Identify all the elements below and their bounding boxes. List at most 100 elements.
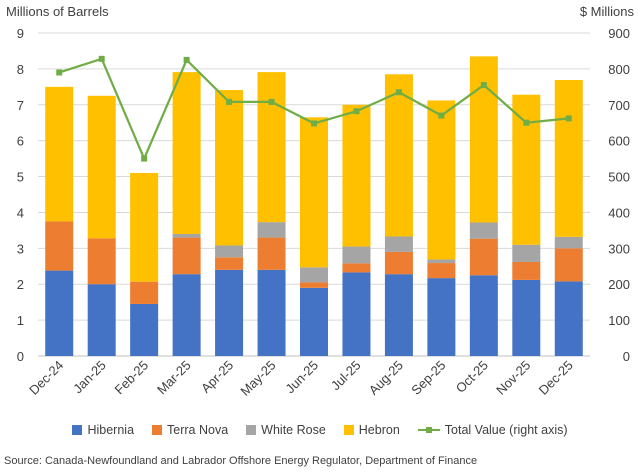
bar-hibernia (512, 279, 541, 356)
bar-hibernia (45, 270, 74, 356)
bar-white-rose (172, 233, 201, 238)
total-value-point (311, 120, 317, 127)
bar-terra-nova (342, 263, 371, 273)
total-value-point (480, 82, 487, 89)
x-tick-label: Jul-25 (328, 358, 364, 394)
bar-hibernia (257, 269, 286, 356)
total-value-point (268, 98, 275, 105)
bar-terra-nova (300, 282, 328, 288)
y-tick-label-left: 5 (17, 170, 24, 185)
bar-white-rose (554, 236, 583, 249)
total-value-point (395, 89, 402, 96)
total-value-point (183, 56, 190, 63)
y-tick-label-right: 400 (608, 205, 630, 220)
total-value-point (56, 69, 63, 76)
bar-terra-nova (469, 238, 498, 276)
x-tick-label: Oct-25 (453, 358, 491, 396)
y-tick-label-left: 7 (17, 98, 24, 113)
stacked-bar-line-chart: 0 1 2 3 4 5 6 7 8 9 0 100 200 300 400 500 600 700 800 900 De… (17, 26, 630, 399)
total-value-point (353, 108, 360, 115)
source-note: Source: Canada-Newfoundland and Labrador… (4, 455, 478, 467)
legend-item-hebron: Hebron (343, 423, 400, 437)
bar-white-rose (384, 236, 413, 252)
total-value-point (438, 112, 445, 119)
x-tick-label: Feb-25 (112, 358, 152, 398)
bar-hebron (300, 117, 328, 268)
legend-label-white-rose: White Rose (261, 423, 326, 437)
x-tick-label: Aug-25 (366, 358, 406, 398)
legend-label-hebron: Hebron (358, 423, 400, 437)
legend-item-terra-nova: Terra Nova (152, 423, 228, 437)
bar-terra-nova (87, 238, 116, 285)
bar-hebron (427, 100, 456, 260)
bar-hibernia (172, 274, 201, 356)
legend-label-terra-nova: Terra Nova (167, 423, 229, 437)
total-value-point (226, 98, 233, 105)
total-value-point (98, 55, 105, 62)
chart-title-right-axis: $ Millions (579, 4, 634, 19)
bar-terra-nova (45, 221, 74, 271)
bar-hebron (215, 90, 244, 246)
y-tick-label-left: 3 (17, 241, 24, 256)
y-tick-label-right: 800 (608, 62, 630, 77)
bar-terra-nova (130, 281, 159, 304)
bar-hibernia (469, 275, 498, 356)
bar-white-rose (300, 267, 328, 283)
legend-swatch-hebron (343, 425, 354, 435)
bar-hebron (257, 72, 286, 223)
x-tick-label: Dec-25 (536, 358, 576, 398)
bar-hebron (554, 80, 583, 237)
bar-white-rose (512, 244, 541, 262)
bar-hebron (45, 86, 74, 222)
y-tick-label-left: 6 (17, 134, 24, 149)
bar-terra-nova (384, 251, 413, 275)
bar-white-rose (342, 246, 371, 264)
bar-terra-nova (554, 248, 583, 282)
legend-swatch-terra-nova (152, 425, 163, 435)
chart-legend: Hibernia Terra Nova White Rose Hebron To… (0, 423, 640, 437)
chart-title-left-axis: Millions of Barrels (6, 4, 109, 19)
y-tick-label-right: 300 (608, 241, 630, 256)
x-tick-label: Mar-25 (154, 358, 194, 398)
y-tick-label-right: 200 (608, 277, 630, 292)
bar-white-rose (257, 222, 286, 238)
legend-label-hibernia: Hibernia (87, 423, 135, 437)
y-tick-label-right: 900 (608, 26, 630, 41)
bar-terra-nova (427, 263, 456, 279)
bar-hebron (342, 104, 371, 247)
y-tick-label-right: 700 (608, 98, 630, 113)
legend-item-total-value: Total Value (right axis) (417, 423, 568, 437)
legend-swatch-white-rose (246, 425, 257, 435)
y-tick-label-right: 600 (608, 134, 630, 149)
y-tick-label-right: 100 (608, 313, 630, 328)
x-tick-label: Sep-25 (408, 358, 448, 398)
legend-swatch-total-value (417, 425, 440, 435)
total-value-point (141, 155, 148, 162)
total-value-point (523, 119, 530, 126)
bar-hebron (87, 95, 116, 239)
y-tick-label-left: 8 (17, 62, 24, 77)
bar-terra-nova (512, 261, 541, 280)
x-tick-label: Nov-25 (493, 358, 533, 398)
total-value-point (565, 115, 572, 122)
y-tick-label-left: 4 (17, 205, 24, 220)
y-tick-label-left: 2 (17, 277, 24, 292)
x-tick-label: Jan-25 (70, 358, 109, 397)
bar-hebron (384, 74, 413, 237)
bar-hibernia (384, 274, 413, 356)
bar-white-rose (215, 245, 244, 258)
bar-white-rose (469, 222, 498, 239)
bar-hibernia (554, 281, 583, 356)
bar-hebron (469, 56, 498, 223)
bar-hibernia (215, 269, 244, 356)
y-tick-label-left: 1 (17, 313, 24, 328)
bar-white-rose (427, 259, 456, 264)
legend-label-total-value: Total Value (right axis) (444, 423, 568, 437)
bar-terra-nova (172, 237, 201, 275)
bar-terra-nova (215, 257, 244, 270)
y-tick-label-right: 500 (608, 170, 630, 185)
bar-hibernia (87, 284, 116, 356)
x-tick-label: Jun-25 (282, 358, 321, 397)
bar-hebron (172, 72, 201, 234)
legend-item-hibernia: Hibernia (72, 423, 134, 437)
